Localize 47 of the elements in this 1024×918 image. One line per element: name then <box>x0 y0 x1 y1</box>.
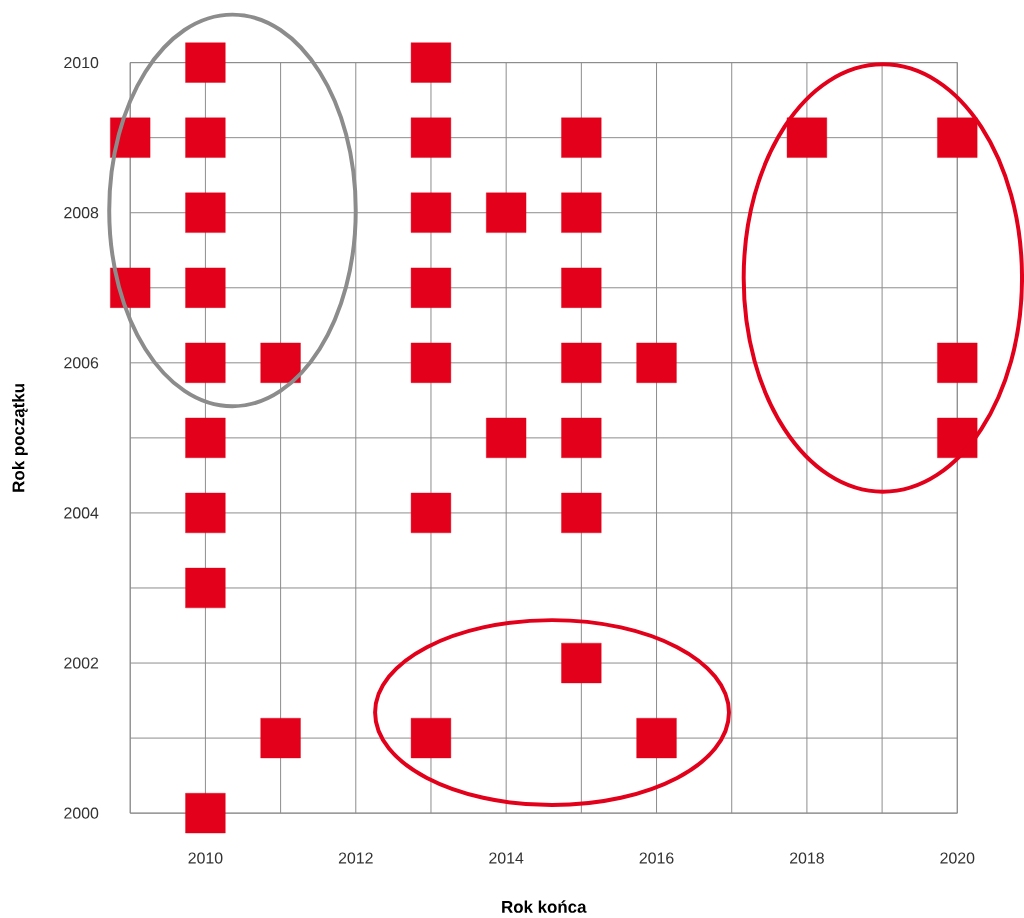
y-tick-label: 2000 <box>64 807 99 819</box>
point <box>937 342 978 384</box>
point <box>410 42 452 83</box>
point <box>185 418 226 459</box>
point <box>185 42 226 83</box>
point <box>410 117 452 158</box>
point <box>561 267 602 309</box>
point <box>185 793 226 834</box>
point <box>561 192 602 234</box>
x-tick-label: 2014 <box>489 852 524 864</box>
point <box>486 418 527 459</box>
point <box>561 418 602 459</box>
point <box>185 117 226 158</box>
point <box>937 117 978 158</box>
point <box>410 493 452 534</box>
point <box>185 192 226 234</box>
y-tick-label: 2006 <box>64 357 99 369</box>
point <box>937 418 978 459</box>
point <box>260 718 301 759</box>
x-tick-label: 2010 <box>188 852 223 864</box>
point <box>185 568 226 609</box>
point <box>636 718 677 759</box>
point <box>561 493 602 534</box>
point <box>185 493 226 534</box>
point <box>410 342 452 384</box>
point <box>410 718 452 759</box>
y-tick-label: 2008 <box>64 207 99 219</box>
x-tick-label: 2020 <box>940 852 975 864</box>
point <box>486 192 527 234</box>
x-tick-label: 2012 <box>338 852 373 864</box>
point <box>561 117 602 158</box>
point <box>260 342 301 384</box>
point <box>561 643 602 684</box>
point <box>185 267 226 309</box>
y-tick-label: 2002 <box>64 657 99 669</box>
y-tick-label: 2004 <box>64 507 99 519</box>
x-axis-title: Rok końca <box>502 900 587 914</box>
x-tick-label: 2018 <box>790 852 824 864</box>
point <box>561 342 602 384</box>
y-axis-title: Rok początku <box>12 384 28 492</box>
point <box>185 342 226 384</box>
point <box>410 267 452 309</box>
x-tick-label: 2016 <box>639 852 674 864</box>
point <box>636 342 677 384</box>
point <box>786 117 827 158</box>
point <box>410 192 452 234</box>
y-tick-label: 2010 <box>64 57 99 69</box>
